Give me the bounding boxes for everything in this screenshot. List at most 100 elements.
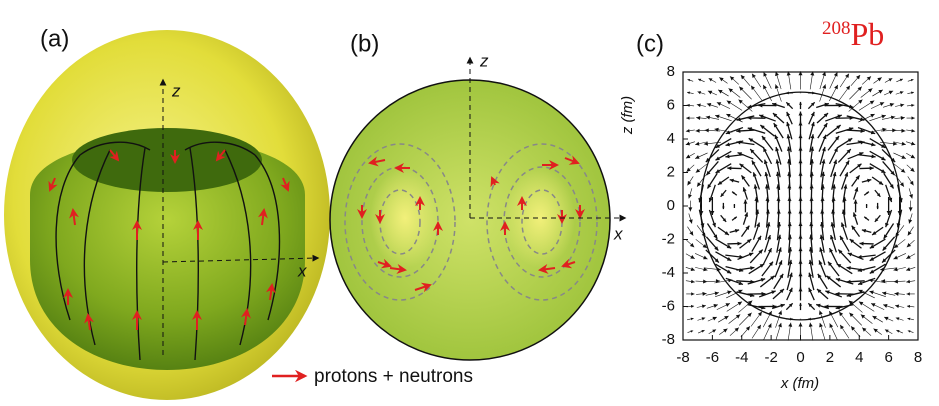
panel-a: (a) z x <box>4 25 330 400</box>
vector-head <box>687 91 690 94</box>
vector-head <box>697 103 701 107</box>
vector-head <box>900 103 904 107</box>
vector-head <box>713 304 717 308</box>
vector-head <box>696 129 700 133</box>
vector-head <box>686 116 689 119</box>
x-tick-label: -8 <box>676 349 689 366</box>
vector-head <box>764 160 768 164</box>
vector-head <box>900 91 904 94</box>
vector-head <box>841 223 845 227</box>
vector-head <box>872 316 876 320</box>
vector-head <box>788 323 792 327</box>
vector-head <box>775 84 779 88</box>
y-tick-label: 4 <box>667 130 675 147</box>
vector-head <box>727 291 731 295</box>
vector-head <box>719 77 723 81</box>
vector-head <box>881 115 885 119</box>
vector-head <box>723 329 727 333</box>
vector-head <box>727 166 731 170</box>
vector-head <box>882 291 886 295</box>
vector-head <box>833 160 837 164</box>
vector-head <box>830 235 834 239</box>
vector-head <box>906 280 910 284</box>
vector-head <box>688 194 692 198</box>
vector-head <box>767 235 771 239</box>
vector-head <box>907 318 910 321</box>
vector-head <box>697 91 701 94</box>
vector-head <box>715 291 719 295</box>
vector-head <box>885 223 889 227</box>
vector-head <box>707 103 711 107</box>
vector-head <box>778 323 782 327</box>
vector-head <box>696 169 700 173</box>
vector-head <box>718 90 722 94</box>
vector-head <box>895 304 899 308</box>
vector-head <box>727 101 731 105</box>
figure: (a) z x (b) z x (c) x (fm) z (fm) -8-6-4 <box>0 0 939 401</box>
y-tick-label: -8 <box>662 331 675 348</box>
vector-head <box>697 182 701 186</box>
y-tick-label: 2 <box>667 163 675 180</box>
vector-head <box>753 172 757 176</box>
vector-head <box>702 304 706 308</box>
vector-head <box>883 304 887 308</box>
vector-head <box>688 207 692 211</box>
vector-head <box>854 200 858 204</box>
vector-head <box>688 79 691 81</box>
vector-head <box>860 242 864 246</box>
vector-head <box>909 194 913 198</box>
vector-head <box>844 172 848 176</box>
vector-head <box>736 315 740 319</box>
legend-text: protons + neutrons <box>314 366 473 387</box>
vector-head <box>859 302 863 306</box>
vector-head <box>689 219 693 223</box>
vector-head <box>757 325 761 329</box>
vector-head <box>877 77 881 81</box>
vector-head <box>799 102 802 105</box>
y-tick-label: 0 <box>667 197 675 214</box>
axis-label: x <box>297 261 307 280</box>
y-tick-label: 8 <box>667 63 675 80</box>
vector-head <box>686 129 690 133</box>
x-tick-label: 0 <box>796 349 804 366</box>
vector-head <box>894 279 898 283</box>
vector-head <box>812 92 815 95</box>
panel-label: (b) <box>350 30 379 57</box>
vector-head <box>909 207 913 211</box>
vector-field <box>686 71 915 340</box>
vector-head <box>712 223 716 227</box>
y-axis-label: z (fm) <box>619 96 636 135</box>
vector-head <box>737 242 741 246</box>
vector-head <box>868 88 872 92</box>
vector-head <box>686 142 690 146</box>
vector-head <box>786 92 789 95</box>
axis-label: z <box>479 51 489 70</box>
vector-head <box>687 181 691 185</box>
vector-head <box>738 302 742 306</box>
vector-head <box>729 88 733 92</box>
element-symbol: Pb <box>851 16 885 52</box>
x-tick-label: 4 <box>855 349 863 366</box>
vector-head <box>902 142 906 146</box>
vector-head <box>809 323 813 327</box>
vector-head <box>702 317 706 320</box>
vector-head <box>822 84 826 88</box>
vector-head <box>846 86 850 90</box>
vector-head <box>689 231 693 235</box>
x-tick-label: -6 <box>706 349 719 366</box>
vector-head <box>900 182 904 186</box>
vector-head <box>906 267 910 271</box>
vector-head <box>799 112 803 116</box>
vector-head <box>896 317 900 320</box>
vector-head <box>743 200 747 204</box>
vector-head <box>799 303 802 306</box>
vector-head <box>845 74 849 78</box>
vector-head <box>691 292 694 295</box>
vector-head <box>891 116 895 120</box>
vector-head <box>706 116 710 120</box>
x-tick-label: 8 <box>914 349 922 366</box>
vector-head <box>705 128 709 132</box>
vector-head <box>911 129 915 133</box>
x-axis-label: x (fm) <box>780 375 819 392</box>
